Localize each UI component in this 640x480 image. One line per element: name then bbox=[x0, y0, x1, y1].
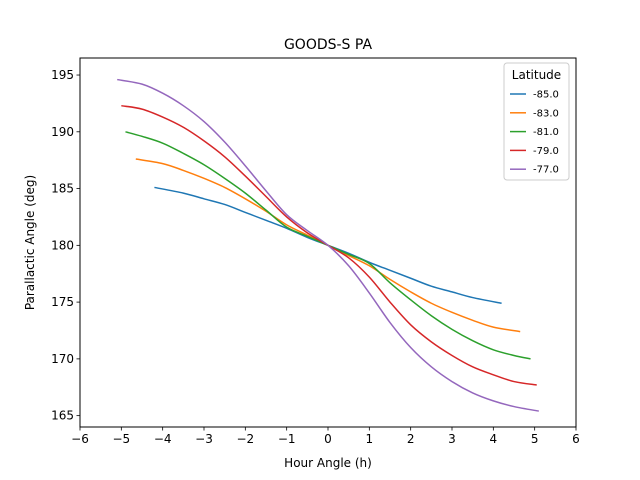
legend: Latitude -85.0 -83.0 -81.0 -79.0 -77.0 bbox=[503, 62, 570, 181]
x-tick-label: −1 bbox=[278, 432, 296, 446]
x-tick-label: 1 bbox=[366, 432, 374, 446]
chart-title: GOODS-S PA bbox=[284, 37, 372, 53]
legend-title: Latitude bbox=[512, 68, 561, 82]
x-tick-label: −4 bbox=[154, 432, 172, 446]
y-axis-ticks: 165 170 175 180 185 190 195 bbox=[51, 68, 80, 423]
series-layer bbox=[117, 78, 539, 412]
x-tick-label: 2 bbox=[407, 432, 415, 446]
y-tick-label: 175 bbox=[51, 295, 74, 309]
x-tick-label: 5 bbox=[531, 432, 539, 446]
legend-label: -83.0 bbox=[533, 108, 559, 119]
legend-label: -77.0 bbox=[533, 165, 559, 176]
x-tick-label: 3 bbox=[448, 432, 456, 446]
y-tick-label: 190 bbox=[51, 125, 74, 139]
legend-label: -79.0 bbox=[533, 146, 559, 157]
series-line bbox=[117, 78, 539, 412]
legend-label: -85.0 bbox=[533, 90, 559, 101]
x-tick-label: −3 bbox=[195, 432, 213, 446]
y-tick-label: 185 bbox=[51, 182, 74, 196]
y-tick-label: 195 bbox=[51, 68, 74, 82]
x-axis-label: Hour Angle (h) bbox=[284, 456, 372, 470]
y-tick-label: 165 bbox=[51, 409, 74, 423]
x-axis-ticks: −6 −5 −4 −3 −2 −1 0 1 2 3 4 5 6 bbox=[71, 427, 580, 446]
legend-label: -81.0 bbox=[533, 127, 559, 138]
y-axis-label: Parallactic Angle (deg) bbox=[23, 175, 37, 310]
x-tick-label: −2 bbox=[236, 432, 254, 446]
legend-entries: -85.0 -83.0 -81.0 -79.0 -77.0 bbox=[510, 90, 559, 176]
x-tick-label: 0 bbox=[324, 432, 332, 446]
y-tick-label: 180 bbox=[51, 238, 74, 252]
x-tick-label: 6 bbox=[572, 432, 580, 446]
x-tick-label: 4 bbox=[490, 432, 498, 446]
x-tick-label: −6 bbox=[71, 432, 89, 446]
x-tick-label: −5 bbox=[112, 432, 130, 446]
y-tick-label: 170 bbox=[51, 352, 74, 366]
